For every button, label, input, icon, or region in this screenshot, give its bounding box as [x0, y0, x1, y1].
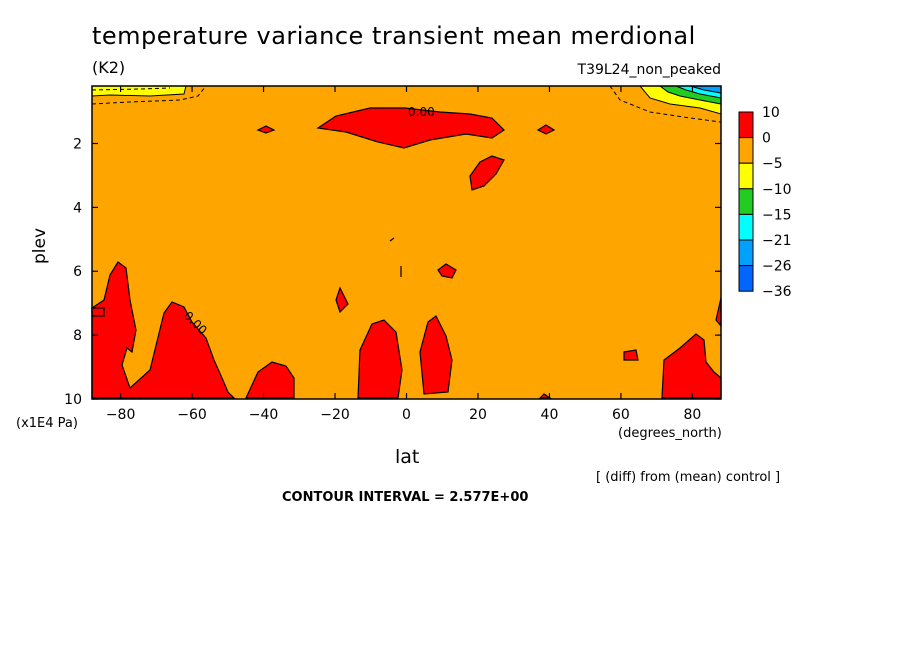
red-region: [256, 125, 276, 134]
colorbar-label: 10: [762, 105, 780, 121]
colorbar-label: −21: [762, 233, 792, 249]
negative-contour: [609, 85, 722, 123]
colorbar: 10 0 −5 −10 −15 −21 −26 −36: [738, 105, 792, 300]
colorbar-swatch: [738, 239, 754, 267]
colorbar-label: 0: [762, 131, 771, 147]
colorbar-swatch: [738, 162, 754, 190]
x-axis-units: (degrees_north): [618, 426, 722, 441]
chart-units: (K2): [92, 58, 126, 77]
contour-regions: 0.00 0.00: [91, 85, 722, 399]
red-region: [91, 307, 105, 317]
x-tick-label: −20: [320, 407, 350, 423]
red-region: [245, 361, 295, 399]
y-tick-label: 10: [64, 392, 82, 408]
y-tick-label: 4: [73, 200, 82, 216]
red-region: [357, 319, 403, 399]
red-region: [538, 393, 552, 399]
x-tick-label: −60: [177, 407, 207, 423]
y-tick-label: 2: [73, 136, 82, 152]
red-region: [469, 155, 505, 191]
colorbar-swatch: [738, 137, 754, 164]
x-tick-label: 80: [683, 407, 701, 423]
diff-note: [ (diff) from (mean) control ]: [596, 470, 781, 485]
red-region: [419, 315, 453, 395]
colorbar-swatch: [738, 265, 754, 292]
run-label: T39L24_non_peaked: [577, 62, 721, 78]
red-region: [536, 124, 556, 135]
x-tick-label: 60: [612, 407, 630, 423]
y-tick-label: 6: [73, 264, 82, 280]
x-tick-label: 20: [469, 407, 487, 423]
x-tick-label: 40: [541, 407, 559, 423]
colorbar-label: −36: [762, 284, 792, 300]
x-axis-label: lat: [395, 446, 420, 468]
red-region: [437, 263, 457, 279]
colorbar-label: −15: [762, 207, 792, 223]
yellow-region: [91, 85, 187, 97]
chart-title: temperature variance transient mean merd…: [92, 22, 696, 50]
x-tick-label: −80: [106, 407, 136, 423]
colorbar-swatch: [738, 111, 754, 139]
red-region: [623, 349, 639, 361]
colorbar-label: −10: [762, 182, 792, 198]
contour-interval: CONTOUR INTERVAL = 2.577E+00: [282, 490, 529, 505]
red-region: [316, 107, 505, 149]
x-tick-label: −40: [249, 407, 279, 423]
red-region: [335, 286, 349, 314]
y-tick-label: 8: [73, 328, 82, 344]
colorbar-label: −5: [762, 156, 783, 172]
contour-line: [389, 237, 395, 242]
x-tick-label: 0: [402, 407, 411, 423]
red-region: [91, 261, 236, 399]
colorbar-swatch: [738, 188, 754, 215]
negative-contour: [91, 87, 171, 91]
colorbar-label: −26: [762, 259, 792, 275]
colorbar-swatch: [738, 213, 754, 241]
y-axis-units: (x1E4 Pa): [16, 416, 78, 431]
contour-label: 0.00: [408, 105, 435, 119]
x-axis: −80 −60 −40 −20 0 20 40 60 80: [106, 86, 701, 423]
y-axis: 2 4 6 8 10: [64, 136, 721, 408]
